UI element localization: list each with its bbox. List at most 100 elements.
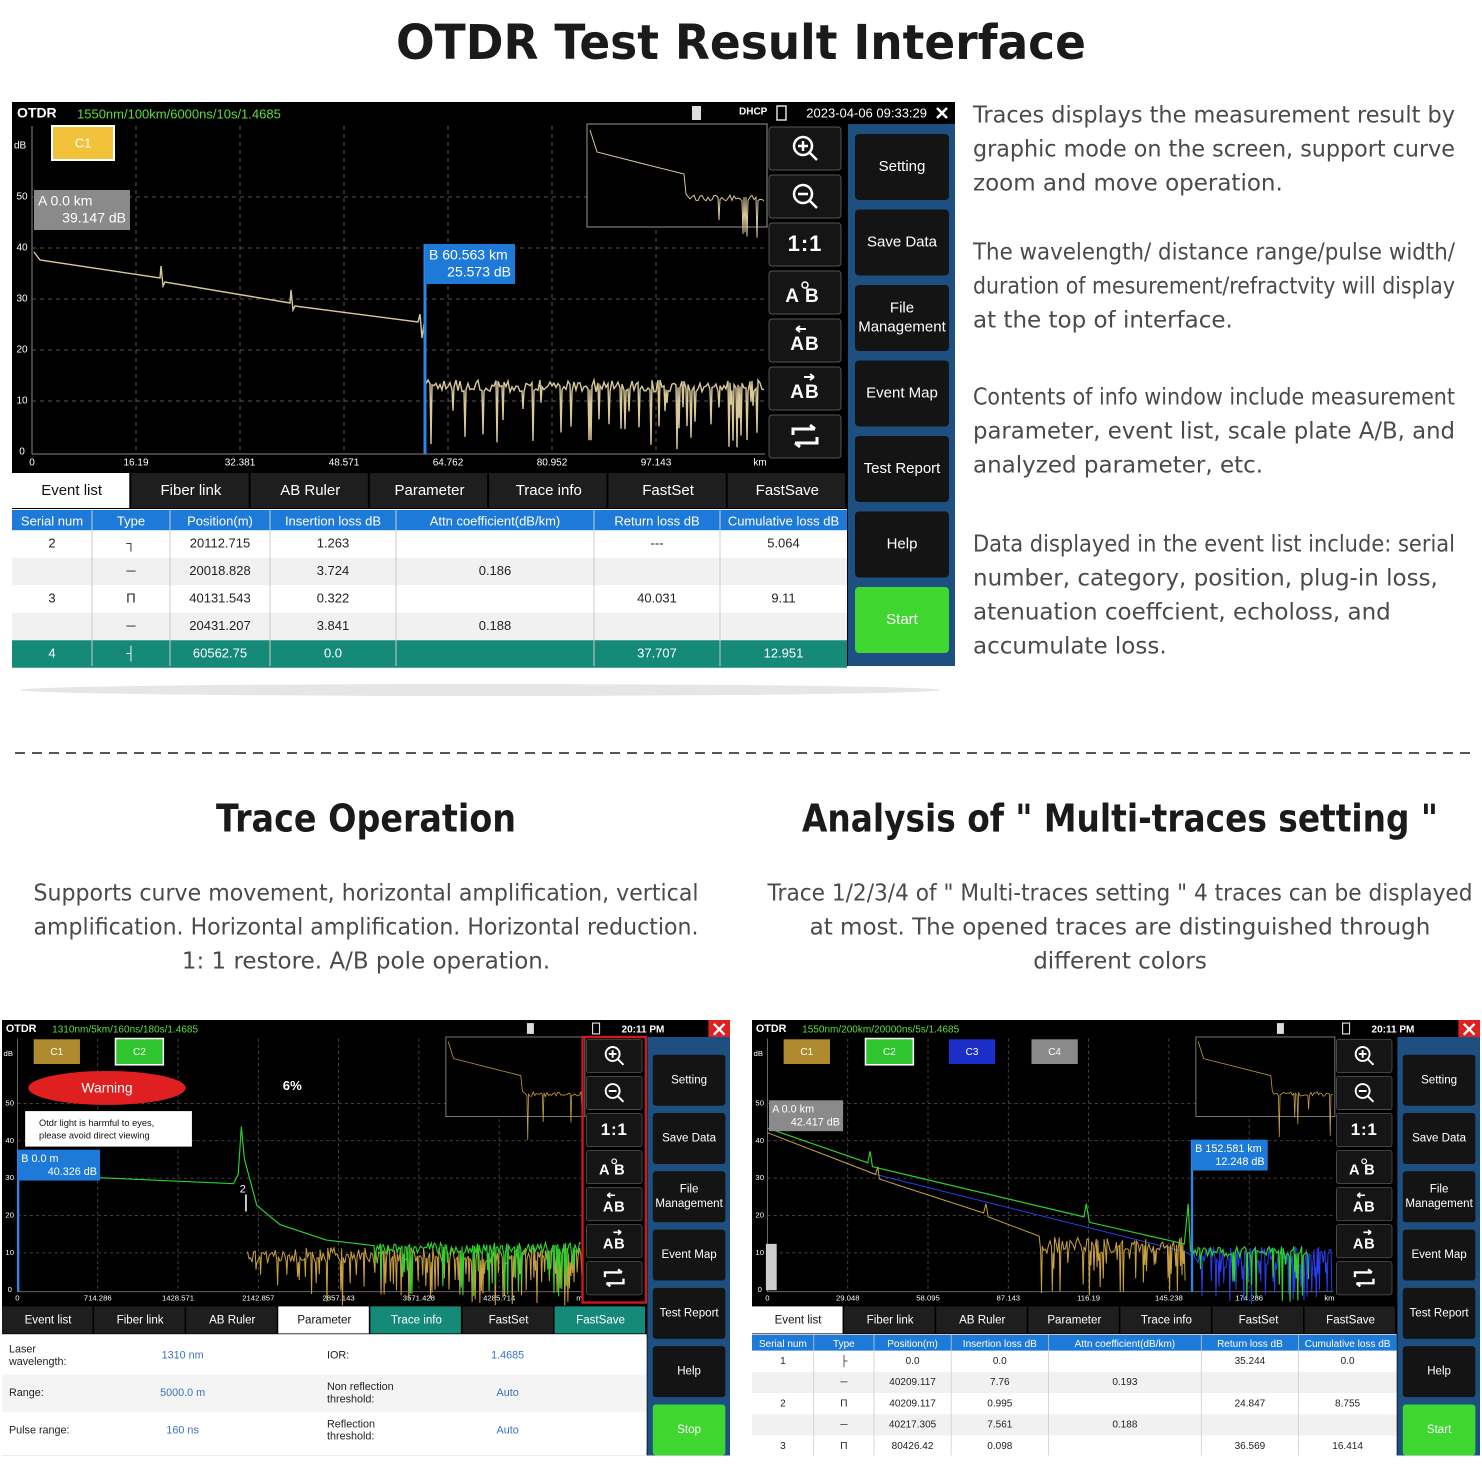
trace-tab[interactable]	[51, 125, 115, 161]
side-button[interactable]	[1402, 1054, 1476, 1106]
trace-tab[interactable]	[947, 1037, 997, 1066]
info-tab[interactable]	[12, 473, 130, 508]
tool-button[interactable]	[1336, 1113, 1393, 1147]
side-button[interactable]	[1402, 1287, 1476, 1339]
tool-button[interactable]	[1336, 1187, 1393, 1222]
table-row	[12, 530, 847, 558]
trace-tab[interactable]	[864, 1037, 915, 1066]
side-button[interactable]	[855, 587, 949, 653]
table-cell: 0.188	[1112, 1420, 1137, 1431]
info-tab[interactable]	[131, 473, 249, 508]
side-button[interactable]	[855, 134, 949, 200]
tool-button[interactable]	[1336, 1075, 1393, 1110]
info-tab[interactable]	[1028, 1306, 1119, 1334]
info-tab[interactable]	[186, 1306, 277, 1334]
parameter-label: IOR:	[327, 1350, 349, 1362]
otdr-screen: OTDR 1550nm/200km/20000ns/5s/1.4685 20:11 …	[752, 1020, 1480, 1457]
side-button[interactable]	[1402, 1171, 1476, 1223]
noise-floor-bar	[765, 1243, 777, 1291]
side-button-label: Help	[887, 535, 918, 552]
cursor-label: B 0.0 m	[21, 1153, 58, 1165]
tool-icon	[1358, 1050, 1375, 1066]
info-tab[interactable]	[2, 1306, 93, 1334]
y-tick-label: 20	[5, 1211, 14, 1220]
tool-button[interactable]	[768, 318, 842, 363]
trace-tab[interactable]	[782, 1037, 832, 1066]
info-tab[interactable]	[1304, 1306, 1396, 1334]
datetime: 2023-04-06 09:33:29	[806, 105, 927, 120]
warning-title: Warning	[81, 1079, 132, 1095]
table-cell: 0.322	[317, 590, 350, 605]
tool-button[interactable]	[586, 1224, 643, 1259]
section-line: 1: 1 restore. A/B pole operation.	[182, 949, 550, 975]
tool-button[interactable]	[1336, 1150, 1393, 1185]
tool-label: AB	[1353, 1237, 1376, 1253]
info-tab[interactable]	[489, 473, 607, 508]
tool-button[interactable]	[768, 270, 842, 315]
info-tab[interactable]	[369, 473, 488, 508]
table-cell: 40209.117	[889, 1377, 936, 1388]
table-cell: 3	[48, 590, 55, 605]
info-tab[interactable]	[752, 1306, 843, 1334]
status-icon	[776, 105, 787, 121]
info-tab[interactable]	[1120, 1306, 1211, 1334]
tool-button[interactable]	[586, 1150, 643, 1185]
tool-button[interactable]	[586, 1113, 643, 1147]
info-tab[interactable]	[936, 1306, 1027, 1334]
side-button[interactable]	[652, 1287, 726, 1339]
info-tab[interactable]	[250, 473, 368, 508]
info-tab[interactable]	[727, 473, 845, 508]
info-tab[interactable]	[608, 473, 726, 508]
tool-label: AB	[1349, 1162, 1379, 1178]
trace-tab[interactable]	[32, 1037, 82, 1066]
side-button[interactable]	[652, 1054, 726, 1106]
trace-tab[interactable]	[1029, 1037, 1080, 1066]
tool-button[interactable]	[768, 366, 842, 411]
tool-icon	[1354, 1046, 1371, 1062]
table-row	[12, 557, 847, 586]
tool-button[interactable]	[768, 222, 842, 267]
side-button[interactable]	[855, 360, 949, 427]
side-button[interactable]	[855, 511, 949, 578]
x-tick-label: 16.19	[123, 458, 148, 469]
info-tab[interactable]	[94, 1306, 185, 1334]
side-button[interactable]	[652, 1113, 726, 1164]
tool-button[interactable]	[768, 126, 842, 171]
x-tick-label: 0	[765, 1294, 769, 1303]
tool-button[interactable]	[1336, 1038, 1393, 1073]
info-tab[interactable]	[370, 1306, 461, 1334]
side-button-label: Help	[677, 1366, 701, 1378]
table-header-cell: Return loss dB	[614, 513, 699, 528]
side-button[interactable]	[1402, 1229, 1476, 1281]
side-button[interactable]	[652, 1229, 726, 1281]
description-line: number, category, position, plug-in loss…	[973, 566, 1438, 592]
tool-button[interactable]	[768, 414, 842, 459]
info-tab[interactable]	[462, 1306, 553, 1334]
side-button[interactable]	[855, 209, 949, 276]
side-button[interactable]	[1402, 1346, 1476, 1398]
tool-button[interactable]	[768, 174, 842, 219]
side-button[interactable]	[1402, 1113, 1476, 1164]
side-button[interactable]	[855, 285, 949, 351]
side-button[interactable]	[652, 1171, 726, 1223]
cursor-label: A 0.0 km	[38, 193, 92, 209]
side-button[interactable]	[855, 436, 949, 502]
table-header-cell: Cumulative loss dB	[728, 513, 839, 528]
tool-button[interactable]	[586, 1038, 643, 1073]
description-line: analyzed parameter, etc.	[973, 453, 1263, 479]
tool-button[interactable]	[1336, 1261, 1393, 1296]
tool-button[interactable]	[1336, 1224, 1393, 1259]
info-tab[interactable]	[844, 1306, 935, 1334]
tool-button[interactable]	[586, 1187, 643, 1222]
info-tab[interactable]	[554, 1306, 646, 1334]
info-tab[interactable]	[1212, 1306, 1303, 1334]
side-button[interactable]	[1402, 1404, 1476, 1456]
tool-button[interactable]	[586, 1075, 643, 1110]
side-button[interactable]	[652, 1346, 726, 1398]
side-button[interactable]	[652, 1404, 726, 1456]
x-tick-label: 58.095	[916, 1294, 940, 1303]
info-tab[interactable]	[278, 1306, 369, 1334]
tool-button[interactable]	[586, 1261, 643, 1296]
trace-tab[interactable]	[114, 1037, 165, 1066]
parameter-row	[2, 1374, 647, 1412]
